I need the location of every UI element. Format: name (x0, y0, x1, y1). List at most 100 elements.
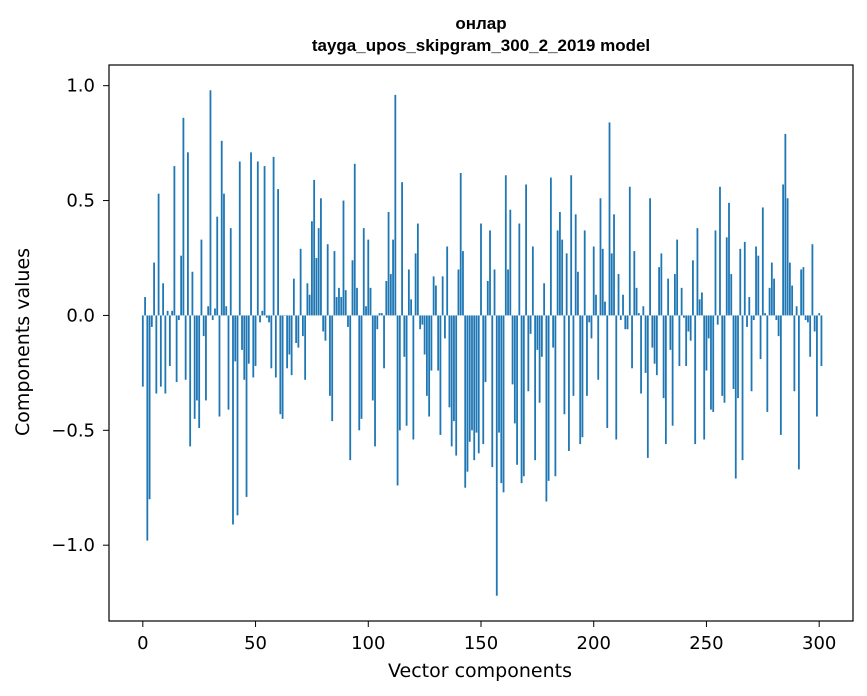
bar (764, 313, 766, 316)
bar (347, 315, 349, 327)
x-tick-label: 50 (244, 633, 267, 654)
bar (703, 315, 706, 440)
bar (561, 239, 564, 316)
bar (698, 299, 701, 316)
bar (252, 315, 255, 378)
bar (676, 239, 679, 316)
bar (378, 313, 381, 316)
bar (534, 315, 537, 461)
bar (655, 315, 658, 376)
bar (157, 193, 160, 316)
bar (507, 269, 509, 316)
bar (816, 315, 818, 417)
bar (471, 315, 473, 431)
bar (737, 315, 739, 399)
bar (313, 179, 316, 316)
bar (324, 315, 327, 341)
bar (818, 313, 821, 316)
bar (462, 251, 464, 316)
bar (277, 189, 279, 316)
bar (624, 315, 627, 330)
bar (779, 315, 782, 435)
bar (338, 287, 340, 316)
bar (667, 278, 670, 316)
bar (592, 246, 595, 316)
bar (412, 315, 415, 440)
x-tick-label: 300 (802, 633, 836, 654)
bar (755, 246, 757, 316)
bar (214, 308, 216, 316)
bar (649, 198, 651, 316)
y-tick-label: 0.5 (66, 191, 95, 212)
bar (229, 228, 232, 316)
bar (387, 212, 390, 316)
bar (367, 239, 370, 316)
bar (577, 271, 579, 316)
y-tick-label: −1.0 (51, 535, 95, 556)
bar (509, 209, 512, 316)
bar (646, 315, 649, 458)
bar (615, 315, 618, 440)
bar (320, 198, 322, 316)
bar (552, 315, 555, 348)
bar (322, 315, 325, 332)
bar (809, 315, 812, 357)
bar (631, 315, 633, 369)
bar (171, 310, 174, 316)
bar (353, 163, 356, 316)
y-axis-ticks: −1.0 −0.5 0.0 0.5 1.0 (51, 76, 109, 556)
bar (554, 315, 557, 477)
bar (807, 315, 809, 323)
bar (365, 306, 367, 316)
bar (369, 287, 372, 316)
bar (265, 315, 268, 318)
bar (601, 248, 604, 316)
bar (707, 315, 710, 339)
bar (148, 315, 151, 500)
bar (777, 315, 780, 337)
bar (311, 221, 313, 316)
bar (538, 315, 541, 403)
bar (416, 223, 419, 316)
bar (153, 262, 155, 316)
bar (193, 315, 196, 419)
bar (820, 315, 823, 366)
bar (326, 244, 329, 316)
bar (187, 152, 189, 316)
bar (791, 285, 794, 316)
bar (205, 315, 207, 401)
x-axis-ticks: 0 50 100 150 200 250 300 (137, 621, 836, 654)
bar (549, 177, 552, 316)
bar (597, 315, 600, 380)
bar (446, 246, 449, 316)
bar (247, 315, 250, 364)
bar (719, 186, 721, 316)
bar (198, 315, 201, 429)
bar (513, 315, 516, 424)
bar (660, 253, 663, 316)
bar (351, 260, 354, 316)
bar (437, 315, 440, 371)
bar (407, 269, 410, 316)
bar (556, 230, 559, 316)
bar (191, 271, 194, 316)
bar (595, 294, 597, 316)
bar (473, 315, 476, 461)
bar (766, 315, 769, 412)
bar (628, 186, 631, 316)
bar (236, 315, 239, 516)
bar (218, 315, 221, 417)
bar (504, 175, 507, 316)
y-tick-label: 0.0 (66, 305, 95, 326)
bar (383, 315, 385, 369)
bar (362, 228, 365, 316)
bar (518, 223, 521, 316)
bar (608, 122, 611, 316)
bar (168, 315, 171, 366)
bar (732, 315, 735, 389)
bar (570, 175, 573, 316)
bar (664, 315, 667, 445)
bar (511, 315, 514, 385)
bar (563, 315, 566, 415)
bar (599, 198, 602, 316)
